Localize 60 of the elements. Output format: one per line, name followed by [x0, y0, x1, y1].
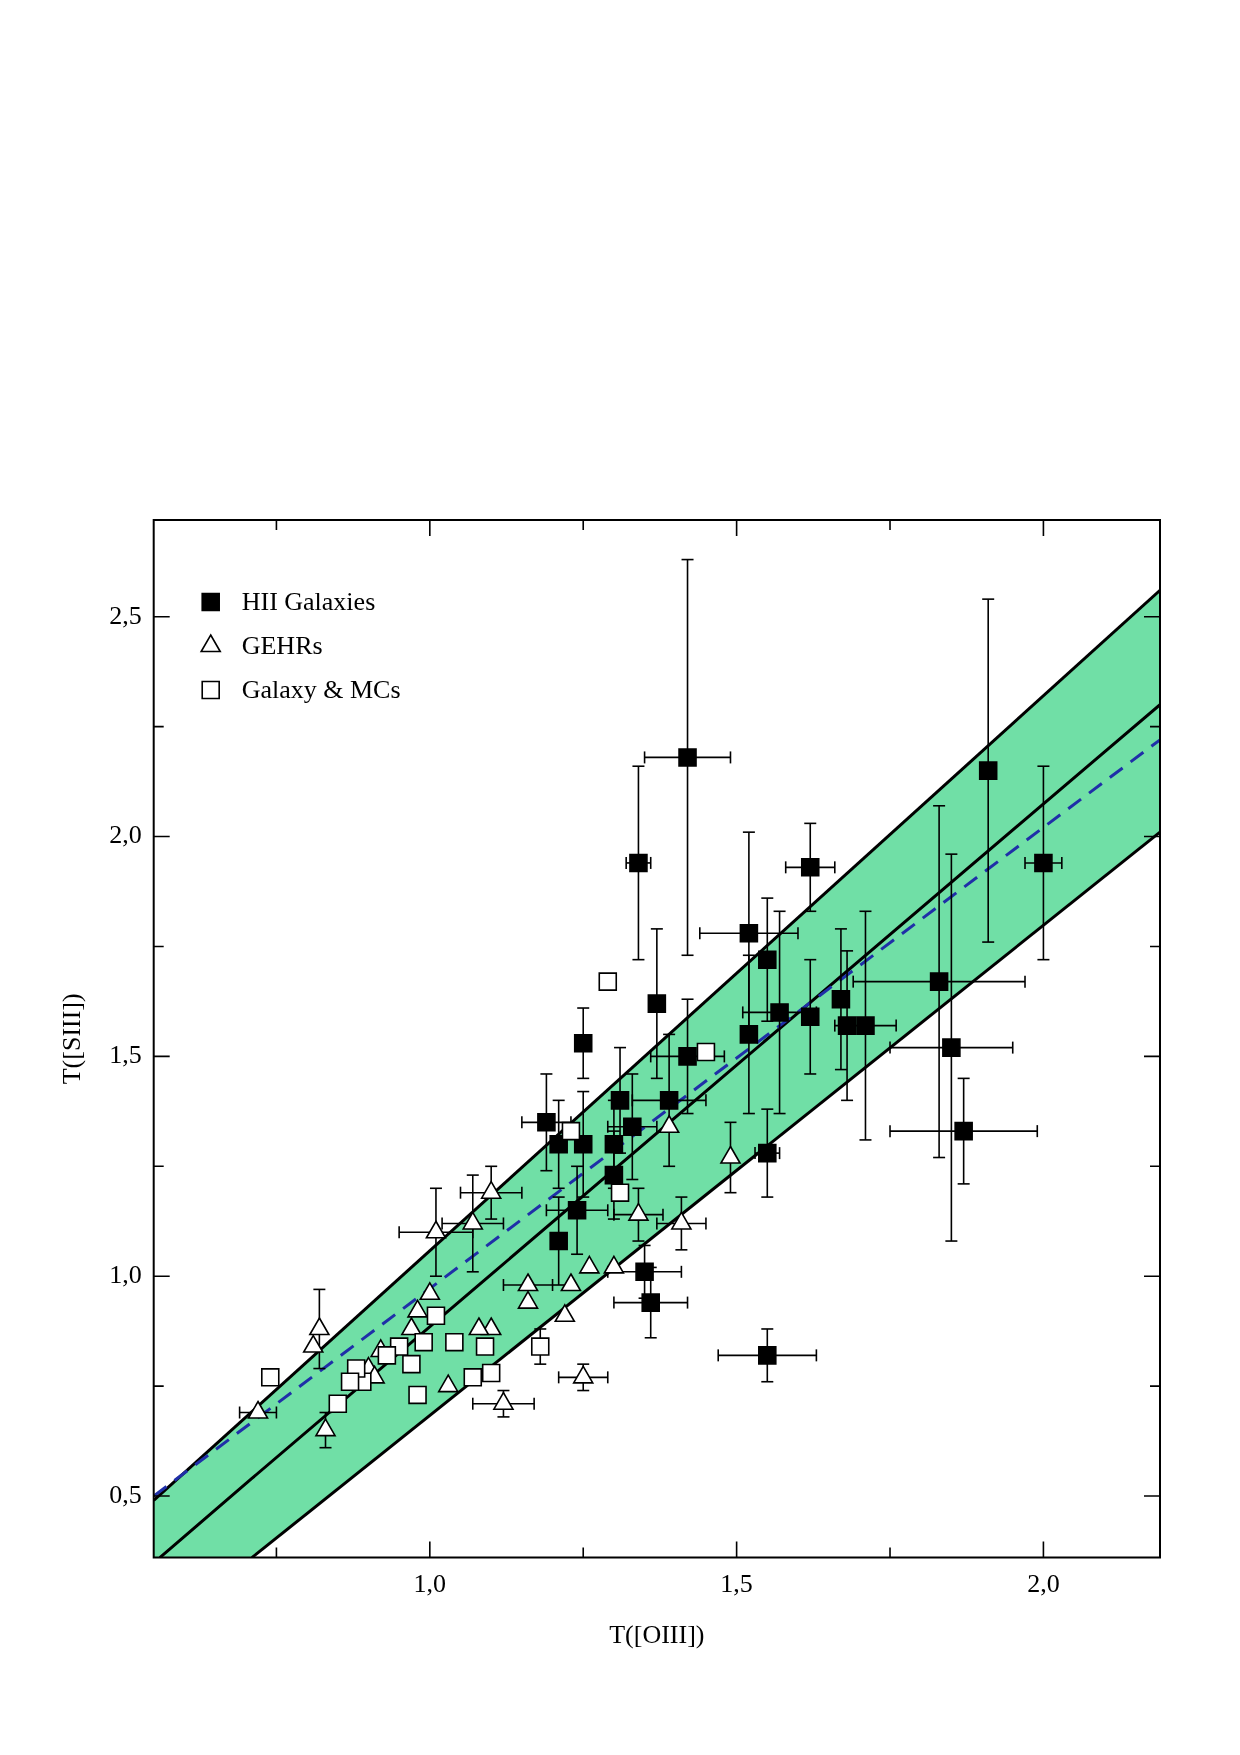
point [481, 1363, 501, 1383]
point [567, 1200, 587, 1220]
y-tick-label: 0,5 [109, 1479, 142, 1509]
point [647, 994, 667, 1013]
point [445, 1332, 464, 1352]
point [678, 748, 697, 767]
point [549, 1135, 568, 1154]
point [604, 1165, 624, 1185]
point [549, 1231, 568, 1251]
point [831, 989, 851, 1009]
point [758, 1143, 777, 1163]
point [414, 1332, 433, 1352]
point [561, 1121, 581, 1141]
point [739, 1025, 759, 1044]
x-tick-label: 2,0 [1027, 1569, 1060, 1599]
y-tick-label: 2,5 [109, 600, 142, 630]
point [1034, 853, 1053, 873]
point [629, 853, 648, 873]
x-tick-label: 1,5 [720, 1569, 753, 1599]
y-axis-title: T([SIII]) [57, 993, 87, 1085]
point [758, 1346, 777, 1365]
point [696, 1042, 716, 1062]
point [641, 1293, 660, 1312]
point [929, 972, 949, 991]
point [328, 1394, 348, 1413]
y-tick-label: 2,0 [109, 820, 142, 850]
point [770, 1003, 789, 1022]
point [426, 1306, 446, 1326]
point [610, 1183, 630, 1202]
point [623, 1117, 642, 1137]
point [610, 1091, 630, 1110]
point [837, 1016, 857, 1035]
point [758, 950, 777, 969]
y-tick-label: 1,0 [109, 1260, 142, 1290]
point [635, 1262, 654, 1282]
point [800, 1007, 820, 1027]
point [340, 1372, 360, 1392]
point [739, 924, 759, 943]
point [537, 1113, 556, 1132]
point [475, 1337, 495, 1356]
point [800, 858, 820, 877]
y-tick-label: 1,5 [109, 1040, 142, 1070]
point [573, 1033, 593, 1053]
legend-label: Galaxy & MCs [241, 674, 401, 704]
point [678, 1047, 697, 1066]
point [856, 1016, 875, 1035]
point [954, 1121, 973, 1141]
point [402, 1354, 421, 1374]
point [659, 1091, 679, 1110]
point [463, 1368, 483, 1387]
x-tick-label: 1,0 [413, 1569, 447, 1599]
x-axis-title: T([OIII]) [609, 1620, 705, 1650]
point [942, 1038, 961, 1057]
legend-label: HII Galaxies [241, 586, 376, 616]
point [377, 1346, 397, 1365]
point [573, 1135, 593, 1154]
point [408, 1385, 427, 1405]
legend-label: GEHRs [241, 630, 323, 660]
point [978, 761, 998, 780]
point [604, 1135, 624, 1154]
